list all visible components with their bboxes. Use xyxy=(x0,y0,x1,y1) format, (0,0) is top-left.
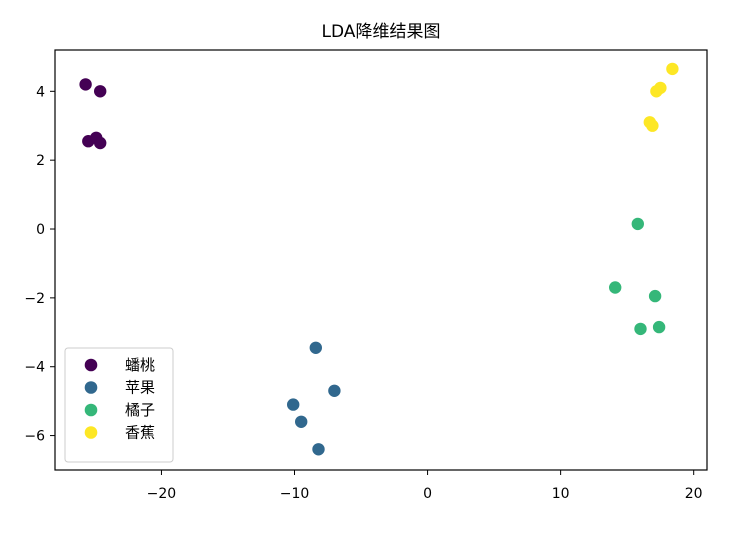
data-point xyxy=(650,85,663,98)
plot-area xyxy=(54,49,708,471)
x-tick-label: −10 xyxy=(280,486,310,502)
legend-marker xyxy=(84,426,98,439)
series-1 xyxy=(79,78,107,150)
legend-box xyxy=(64,347,174,463)
legend-marker xyxy=(84,403,98,417)
legend-marker xyxy=(84,381,98,394)
data-points xyxy=(79,62,679,456)
data-point xyxy=(295,415,308,429)
data-point xyxy=(328,384,341,398)
x-axis: −20 −10 0 10 20 xyxy=(147,470,703,502)
series-3 xyxy=(609,217,666,336)
data-point xyxy=(631,217,645,231)
y-tick-label: −6 xyxy=(24,429,45,445)
data-point xyxy=(609,281,622,294)
data-point xyxy=(287,398,300,411)
data-point xyxy=(312,443,325,456)
series-4 xyxy=(643,62,679,132)
x-tick-label: 20 xyxy=(685,486,703,502)
data-point xyxy=(648,289,662,303)
y-tick-label: 0 xyxy=(36,222,45,238)
legend-label: 蟠桃 xyxy=(125,356,155,374)
data-point xyxy=(309,341,323,355)
data-point xyxy=(652,320,666,334)
data-point xyxy=(93,136,107,150)
data-point xyxy=(634,322,647,336)
legend-label: 苹果 xyxy=(125,379,155,397)
x-tick-label: −20 xyxy=(147,486,177,502)
y-tick-label: 2 xyxy=(36,153,45,169)
y-tick-label: 4 xyxy=(36,84,45,100)
data-point xyxy=(646,119,659,132)
data-point xyxy=(666,62,679,76)
legend-label: 橘子 xyxy=(125,401,155,419)
data-point xyxy=(79,78,92,91)
x-tick-label: 0 xyxy=(423,486,432,502)
y-tick-label: −2 xyxy=(24,291,45,307)
series-2 xyxy=(287,341,341,456)
y-tick-label: −4 xyxy=(24,360,45,376)
data-point xyxy=(93,85,107,98)
x-tick-label: 10 xyxy=(552,486,570,502)
legend-marker xyxy=(84,358,98,372)
chart-title: LDA降维结果图 xyxy=(322,22,441,42)
legend-label: 香蕉 xyxy=(125,424,155,442)
y-axis: −6 −4 −2 0 2 4 xyxy=(24,84,55,445)
